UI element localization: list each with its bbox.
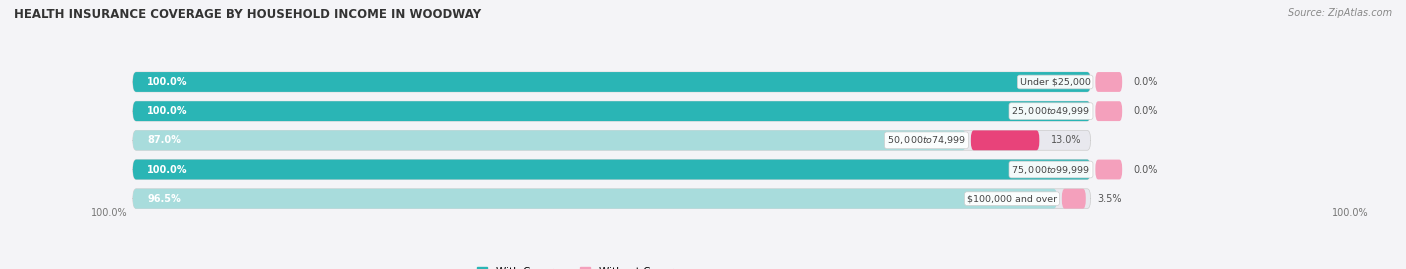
- Text: 0.0%: 0.0%: [1133, 77, 1159, 87]
- Text: 0.0%: 0.0%: [1133, 106, 1159, 116]
- FancyBboxPatch shape: [132, 130, 1091, 150]
- Text: Under $25,000: Under $25,000: [1019, 77, 1091, 86]
- Text: $25,000 to $49,999: $25,000 to $49,999: [1011, 105, 1091, 117]
- FancyBboxPatch shape: [132, 189, 1091, 209]
- Text: $50,000 to $74,999: $50,000 to $74,999: [887, 134, 966, 146]
- FancyBboxPatch shape: [132, 101, 1091, 121]
- FancyBboxPatch shape: [132, 189, 1057, 209]
- Text: 100.0%: 100.0%: [148, 165, 188, 175]
- FancyBboxPatch shape: [1095, 101, 1122, 121]
- Text: 13.0%: 13.0%: [1050, 135, 1081, 145]
- Text: $75,000 to $99,999: $75,000 to $99,999: [1011, 164, 1091, 175]
- FancyBboxPatch shape: [132, 101, 1091, 121]
- Text: 87.0%: 87.0%: [148, 135, 181, 145]
- FancyBboxPatch shape: [132, 72, 1091, 92]
- FancyBboxPatch shape: [132, 160, 1091, 179]
- Text: 100.0%: 100.0%: [148, 106, 188, 116]
- Text: 3.5%: 3.5%: [1097, 194, 1122, 204]
- Text: Source: ZipAtlas.com: Source: ZipAtlas.com: [1288, 8, 1392, 18]
- FancyBboxPatch shape: [132, 130, 966, 150]
- FancyBboxPatch shape: [1062, 189, 1085, 209]
- FancyBboxPatch shape: [132, 72, 1091, 92]
- Text: 96.5%: 96.5%: [148, 194, 181, 204]
- FancyBboxPatch shape: [1095, 160, 1122, 179]
- Text: $100,000 and over: $100,000 and over: [967, 194, 1057, 203]
- FancyBboxPatch shape: [1095, 72, 1122, 92]
- Text: 100.0%: 100.0%: [148, 77, 188, 87]
- FancyBboxPatch shape: [972, 130, 1039, 150]
- Legend: With Coverage, Without Coverage: With Coverage, Without Coverage: [472, 263, 697, 269]
- Text: HEALTH INSURANCE COVERAGE BY HOUSEHOLD INCOME IN WOODWAY: HEALTH INSURANCE COVERAGE BY HOUSEHOLD I…: [14, 8, 481, 21]
- FancyBboxPatch shape: [132, 160, 1091, 179]
- Text: 0.0%: 0.0%: [1133, 165, 1159, 175]
- Text: 100.0%: 100.0%: [1331, 208, 1368, 218]
- Text: 100.0%: 100.0%: [91, 208, 128, 218]
